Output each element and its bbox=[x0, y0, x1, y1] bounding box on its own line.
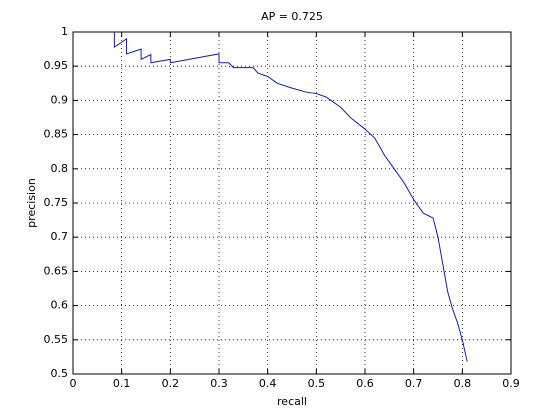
x-tick-label: 0.1 bbox=[113, 377, 131, 390]
x-tick-label: 0.8 bbox=[454, 377, 472, 390]
y-tick-label: 0.95 bbox=[44, 59, 69, 72]
y-axis-label: precision bbox=[25, 178, 38, 228]
x-axis-label: recall bbox=[277, 395, 307, 408]
pr-curve bbox=[113, 32, 468, 362]
y-tick-label: 0.9 bbox=[51, 93, 69, 106]
y-tick-label: 0.85 bbox=[44, 128, 69, 141]
y-tick-label: 0.5 bbox=[51, 367, 69, 380]
y-tick-label: 0.8 bbox=[51, 162, 69, 175]
x-tick-label: 0.3 bbox=[210, 377, 228, 390]
y-tick-label: 0.75 bbox=[44, 196, 69, 209]
y-tick-label: 0.65 bbox=[44, 264, 69, 277]
y-tick-label: 0.7 bbox=[51, 230, 69, 243]
x-tick-label: 0 bbox=[70, 377, 77, 390]
x-tick-label: 0.4 bbox=[259, 377, 277, 390]
x-tick-label: 0.7 bbox=[405, 377, 423, 390]
y-tick-label: 0.55 bbox=[44, 333, 69, 346]
chart-title: AP = 0.725 bbox=[261, 10, 323, 23]
x-tick-label: 0.2 bbox=[162, 377, 180, 390]
x-tick-label: 0.6 bbox=[356, 377, 374, 390]
x-tick-label: 0.9 bbox=[502, 377, 520, 390]
x-tick-label: 0.5 bbox=[308, 377, 326, 390]
y-tick-label: 0.6 bbox=[51, 299, 69, 312]
y-tick-label: 1 bbox=[61, 25, 68, 38]
axes-box bbox=[72, 31, 512, 375]
